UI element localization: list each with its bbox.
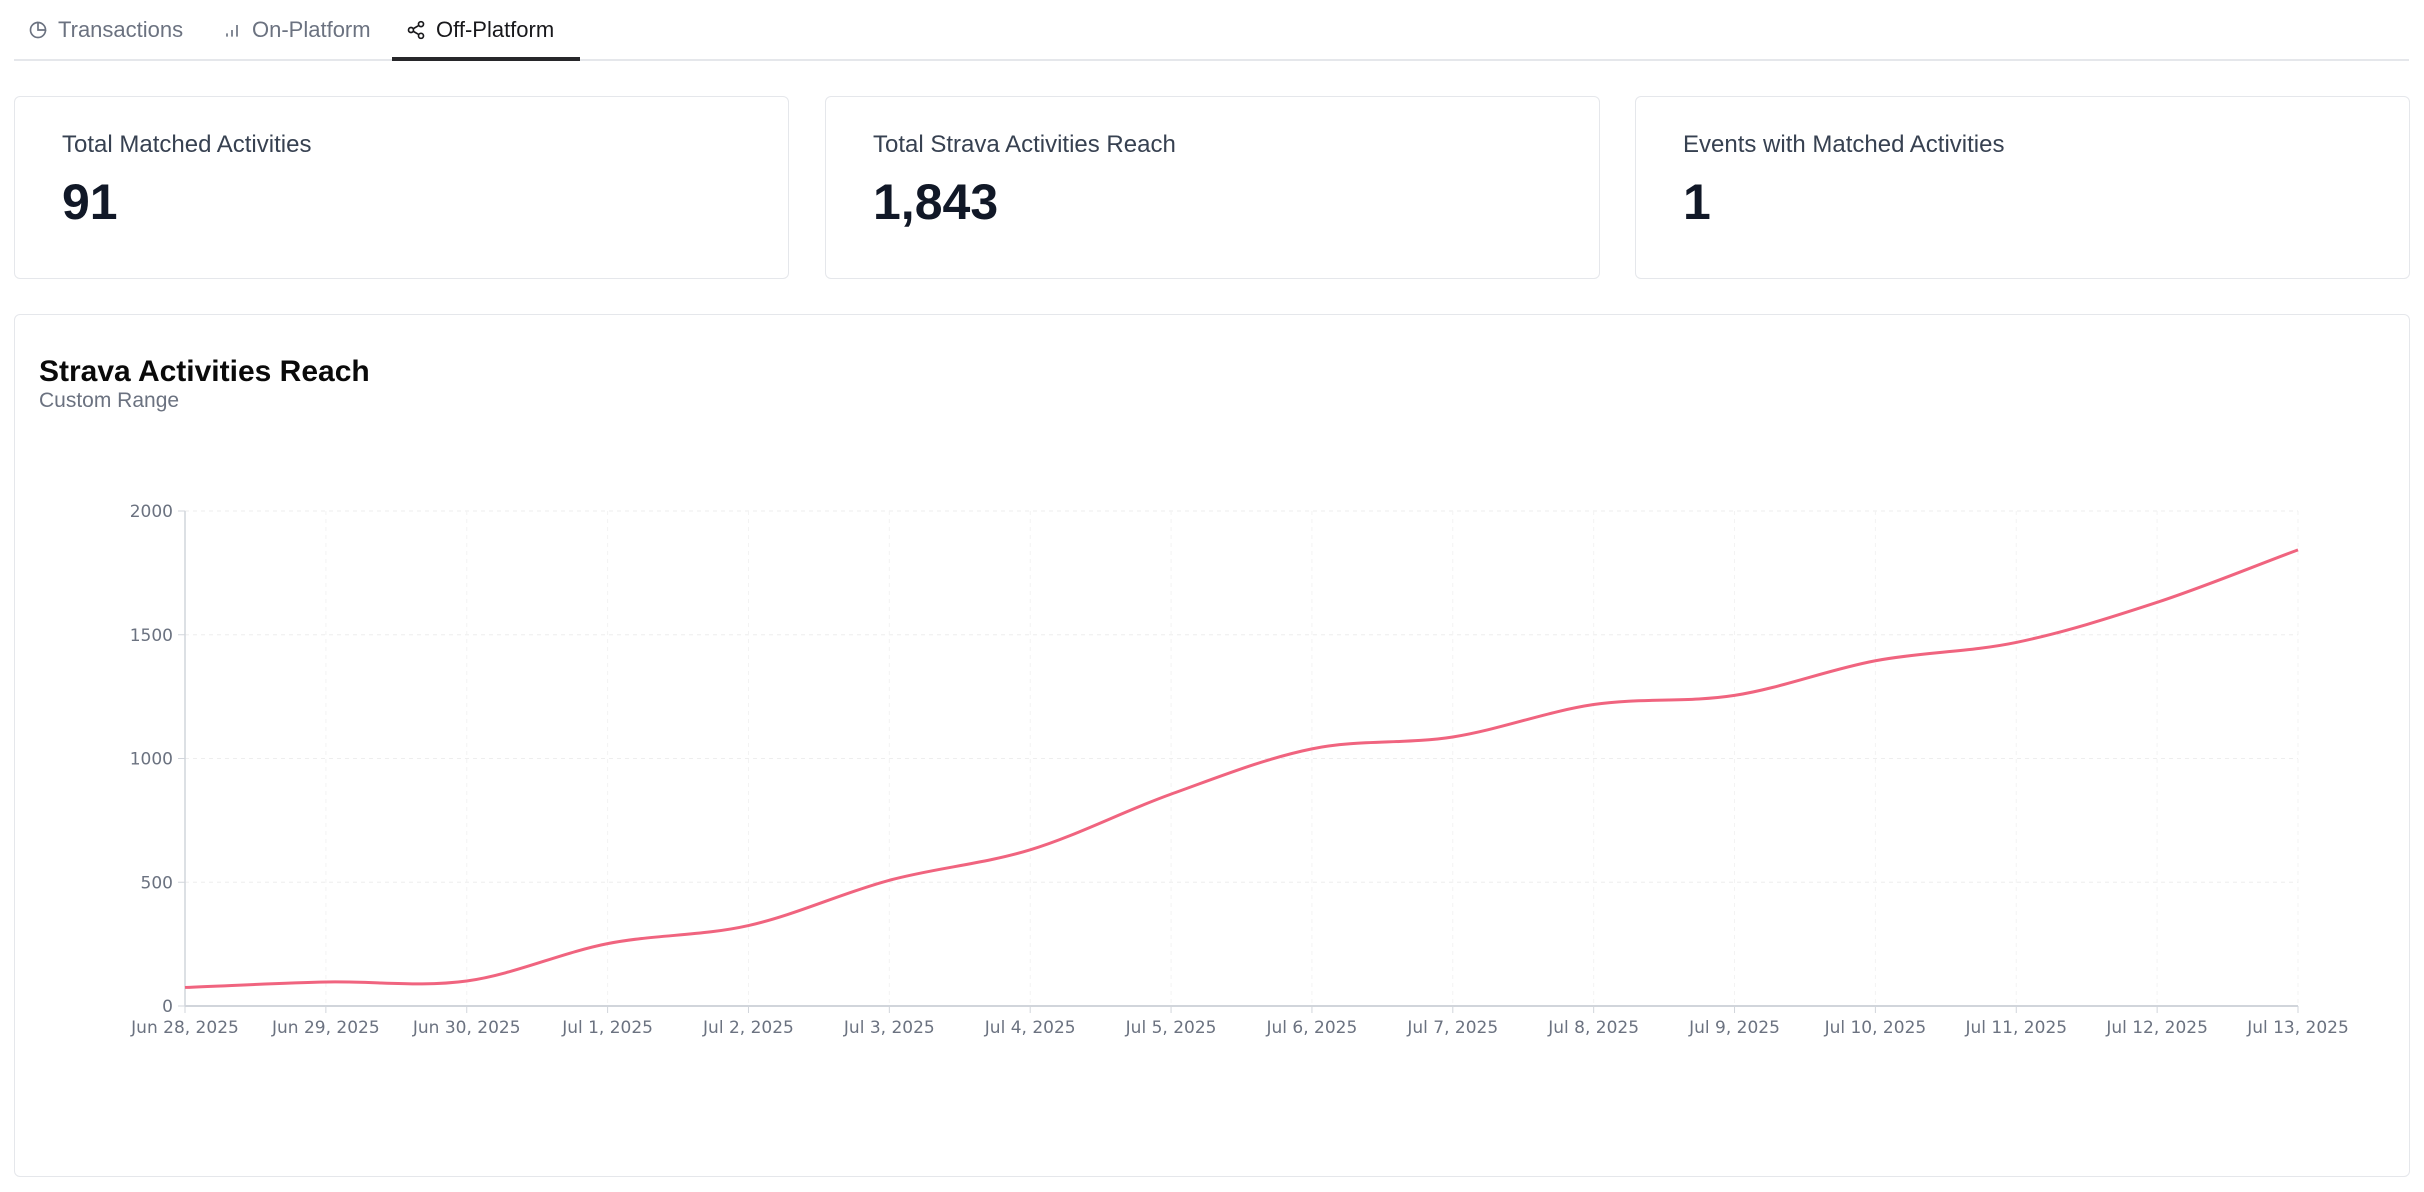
chart-card: Strava Activities Reach Custom Range 0 50… [14,314,2410,1177]
pie-chart-icon [29,21,47,38]
x-tick-label: Jun 30, 2025 [412,1018,521,1038]
stat-label: Total Matched Activities [62,131,312,158]
stat-label: Events with Matched Activities [1683,131,2005,158]
tab-label: On-Platform [252,16,371,42]
tab-on-platform[interactable]: On-Platform [222,0,371,59]
x-tick-label: Jul 6, 2025 [1266,1018,1358,1038]
tab-label: Off-Platform [436,16,555,42]
stat-value: 1,843 [873,174,999,230]
x-tick-label: Jul 12, 2025 [2105,1018,2208,1038]
x-tick-label: Jul 2, 2025 [702,1018,794,1038]
share-icon [407,20,425,39]
x-tick-label: Jun 29, 2025 [271,1018,380,1038]
tab-label: Transactions [58,16,184,42]
x-tick-label: Jul 8, 2025 [1547,1018,1639,1038]
x-tick-label: Jul 3, 2025 [843,1018,935,1038]
stat-card-events-matched: Events with Matched Activities 1 [1635,96,2410,279]
stat-label: Total Strava Activities Reach [873,131,1176,158]
tab-off-platform[interactable]: Off-Platform [392,0,580,61]
chart-title: Strava Activities Reach [39,355,370,388]
tab-transactions[interactable]: Transactions [28,0,183,59]
x-tick-label: Jun 28, 2025 [130,1018,239,1038]
stat-card-matched-activities: Total Matched Activities 91 [14,96,789,279]
series-line [184,548,2299,989]
tab-bar: Transactions On-Platform Off-Platform [14,0,2409,61]
line-chart: 0 500 1000 1500 2000 Jun 28, 2025 Jun 29, 2025… [130,502,2349,1038]
x-tick-label: Jul 7, 2025 [1406,1018,1498,1038]
stat-card-strava-reach: Total Strava Activities Reach 1,843 [825,96,1600,279]
y-tick-label: 0 [162,997,173,1017]
y-tick-label: 1500 [130,626,173,646]
bar-chart-icon [226,24,238,37]
x-tick-label: Jul 10, 2025 [1824,1018,1927,1038]
x-tick-label: Jul 13, 2025 [2246,1018,2349,1038]
x-tick-label: Jul 4, 2025 [984,1018,1076,1038]
x-tick-label: Jul 5, 2025 [1125,1018,1217,1038]
x-tick-label: Jul 1, 2025 [561,1018,653,1038]
stat-value: 1 [1683,174,1711,230]
x-tick-label: Jul 9, 2025 [1688,1018,1780,1038]
chart-subtitle: Custom Range [39,389,180,412]
x-tick-label: Jul 11, 2025 [1964,1018,2067,1038]
y-tick-label: 2000 [130,502,173,522]
stat-value: 91 [62,174,118,230]
y-tick-label: 1000 [130,750,173,770]
y-tick-label: 500 [141,873,173,893]
